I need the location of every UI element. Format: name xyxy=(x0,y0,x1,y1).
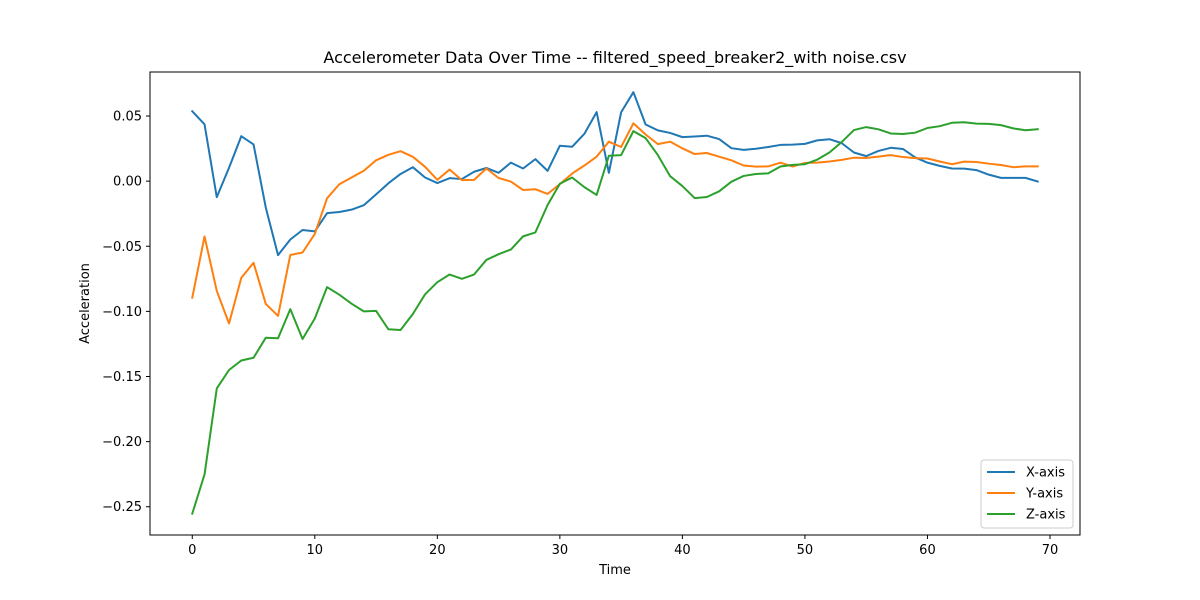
series-line-x-axis xyxy=(190,91,1039,257)
x-tick-label: 0 xyxy=(188,543,196,558)
y-tick-label: −0.10 xyxy=(102,305,142,320)
legend-box xyxy=(980,459,1074,529)
y-tick-label: 0.05 xyxy=(113,110,142,125)
y-axis-label: Acceleration xyxy=(78,263,93,344)
y-tick-label: 0.00 xyxy=(113,175,142,190)
x-tick-label: 60 xyxy=(919,543,936,558)
x-tick-label: 70 xyxy=(1042,543,1059,558)
y-tick-label: −0.05 xyxy=(102,240,142,255)
legend: X-axis Y-axis Z-axis xyxy=(980,459,1074,529)
legend-label: Y-axis xyxy=(1025,487,1063,502)
x-tick-label: 10 xyxy=(307,543,324,558)
axes-frame xyxy=(149,71,1081,536)
legend-label: X-axis xyxy=(1026,466,1065,481)
x-tick-label: 40 xyxy=(674,543,691,558)
series-line-z-axis xyxy=(191,121,1039,515)
y-axis-ticks: −0.25 −0.20 −0.15 −0.10 −0.05 0.00 0.05 xyxy=(102,110,150,515)
x-axis-ticks: 0 10 20 30 40 50 60 70 xyxy=(188,535,1058,558)
series-line-y-axis xyxy=(191,122,1039,325)
x-tick-label: 30 xyxy=(552,543,569,558)
y-tick-label: −0.15 xyxy=(102,370,142,385)
y-tick-label: −0.25 xyxy=(102,500,142,515)
plot-area xyxy=(149,71,1081,536)
y-tick-label: −0.20 xyxy=(102,435,142,450)
chart-title: Accelerometer Data Over Time -- filtered… xyxy=(323,48,906,68)
x-tick-label: 50 xyxy=(797,543,814,558)
legend-label: Z-axis xyxy=(1026,508,1066,523)
x-tick-label: 20 xyxy=(429,543,446,558)
x-axis-label: Time xyxy=(598,563,631,578)
series-lines xyxy=(190,91,1039,515)
